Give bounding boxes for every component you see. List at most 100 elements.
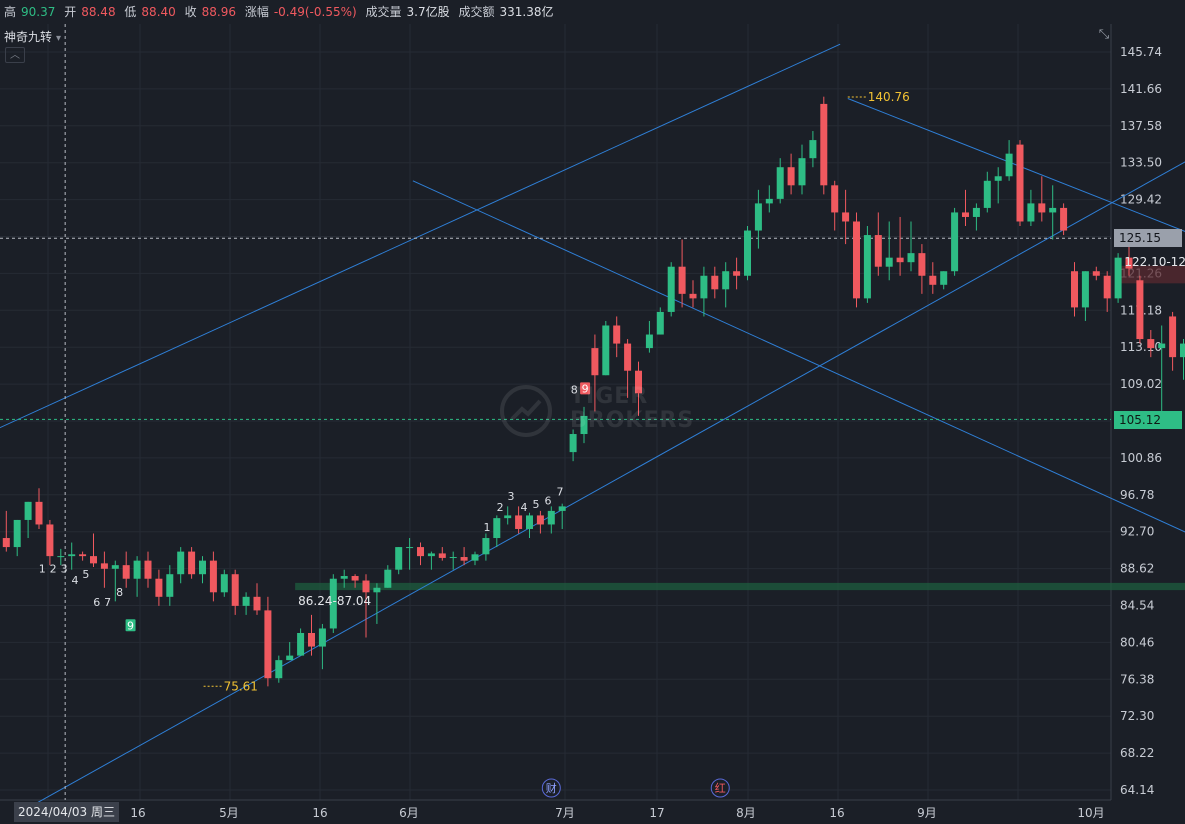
x-tick-label: 16 — [829, 806, 844, 820]
candle-body — [820, 103, 828, 186]
candle-body — [885, 257, 893, 267]
candle-body — [406, 547, 414, 549]
event-marker-circle — [710, 778, 730, 798]
last-price-label: 105.12 — [1114, 411, 1182, 429]
watermark-logo: TIGER BROKERS — [498, 381, 698, 441]
candle-body — [297, 632, 305, 656]
candle-body — [1060, 207, 1068, 231]
candle-body — [918, 253, 926, 276]
candle-body — [678, 266, 686, 294]
candle-body — [1147, 339, 1155, 349]
candle-body — [972, 207, 980, 217]
y-tick-label: 100.86 — [1120, 451, 1162, 465]
candle-body — [526, 515, 533, 529]
candle-body — [275, 660, 283, 679]
candle-body — [449, 557, 457, 559]
candle-body — [46, 524, 54, 557]
zone-label: 122.10-120.16 — [1124, 255, 1185, 269]
candle-body — [874, 235, 882, 267]
candle-body — [384, 569, 392, 588]
candle-body — [395, 547, 403, 570]
crosshair-date-label: 2024/04/03 周三 — [14, 802, 119, 822]
y-tick-label: 133.50 — [1120, 156, 1162, 170]
candle-body — [591, 348, 599, 376]
zone-label: 86.24-87.04 — [298, 594, 371, 608]
td-nine-badge — [125, 619, 136, 632]
y-tick-label: 96.78 — [1120, 488, 1154, 502]
candle-body — [504, 515, 512, 519]
x-tick-label: 17 — [649, 806, 664, 820]
td-count-label: 8 — [116, 586, 123, 599]
candle-body — [602, 325, 610, 376]
candle-body — [896, 257, 904, 263]
candle-body — [79, 554, 87, 557]
td-count-label: 3 — [61, 562, 68, 575]
candle-body — [242, 596, 250, 606]
quote-info-bar: 高 90.37 开 88.48 低 88.40 收 88.96 涨幅 -0.49(-0.5… — [0, 0, 1185, 24]
candle-body — [144, 560, 152, 579]
td-count-label: 4 — [71, 574, 78, 587]
crosshair-price-label: 125.15 — [1114, 229, 1182, 247]
candle-body — [24, 501, 32, 520]
candle-body — [362, 580, 370, 593]
td-count-label: 6 — [545, 495, 552, 508]
y-tick-label: 109.02 — [1120, 377, 1162, 391]
candle-body — [188, 551, 196, 575]
candle-body — [13, 519, 21, 548]
candle-body — [547, 510, 555, 525]
candle-body — [308, 632, 315, 647]
y-tick-label: 88.62 — [1120, 562, 1154, 576]
candle-body — [776, 167, 784, 199]
candle-body — [220, 574, 228, 593]
chevron-up-icon[interactable]: ︿ — [5, 47, 25, 63]
x-tick-label: 10月 — [1077, 806, 1104, 820]
candle-body — [1114, 257, 1122, 299]
candle-body — [580, 415, 588, 435]
y-tick-label: 76.38 — [1120, 672, 1154, 686]
candle-body — [177, 551, 185, 575]
indicator-selector[interactable]: 神奇九转 ▾ — [4, 28, 61, 45]
collapse-arrows-icon[interactable]: ⤡ — [1098, 27, 1110, 42]
td-count-label: 1 — [39, 562, 46, 575]
y-tick-label: 92.70 — [1120, 525, 1154, 539]
candle-body — [1125, 257, 1133, 269]
td-count-label: 9 — [127, 619, 134, 632]
td-count-label: 7 — [557, 486, 564, 499]
candle-body — [558, 506, 566, 511]
watermark-text: TIGER BROKERS — [570, 385, 694, 433]
candle-body — [940, 271, 948, 285]
candle-body — [711, 275, 719, 290]
candle-body — [700, 275, 708, 299]
turnover-label: 成交额 — [458, 5, 495, 19]
y-tick-label: 141.66 — [1120, 82, 1162, 96]
candle-body — [842, 212, 850, 222]
candle-body — [853, 221, 860, 299]
td-nine-badge — [580, 382, 591, 395]
candle-body — [722, 271, 730, 290]
candle-body — [318, 628, 326, 647]
candle-body — [635, 370, 642, 394]
change-value: -0.49(-0.55%) — [273, 5, 357, 19]
x-tick-label: 16 — [312, 806, 327, 820]
candle-body — [417, 547, 424, 557]
event-marker-circle — [541, 778, 561, 798]
candle-body — [929, 275, 937, 285]
turnover-value: 331.38亿 — [499, 5, 554, 19]
candle-body — [613, 325, 621, 344]
close-label: 收 — [184, 5, 197, 19]
price-zone — [1121, 265, 1185, 284]
candle-body — [2, 538, 10, 548]
candle-body — [155, 578, 163, 597]
y-tick-label: 137.58 — [1120, 119, 1162, 133]
td-count-label: 2 — [497, 501, 504, 514]
candle-body — [1158, 343, 1166, 349]
candle-body — [1081, 271, 1089, 308]
tiger-logo-icon — [500, 385, 552, 437]
candle-body — [536, 515, 544, 525]
candle-body — [427, 553, 435, 557]
candle-body — [438, 553, 446, 558]
candle-body — [231, 574, 239, 606]
high-value: 90.37 — [21, 5, 56, 19]
candle-body — [351, 576, 359, 581]
